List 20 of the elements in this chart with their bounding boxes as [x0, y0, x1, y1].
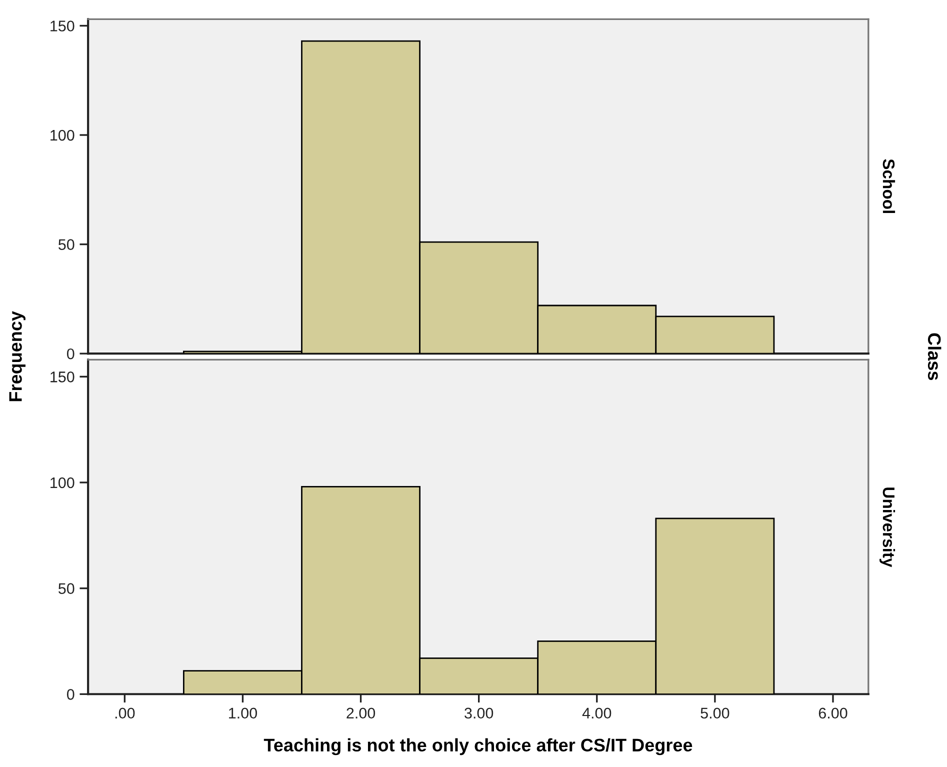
- x-axis-title: Teaching is not the only choice after CS/IT Degree: [264, 738, 692, 756]
- x-tick-label: 4.00: [582, 708, 612, 719]
- x-tick-label: .00: [115, 708, 135, 719]
- y-tick-label: 50: [58, 583, 74, 594]
- y-tick-label: 100: [50, 477, 74, 488]
- x-tick-label: 2.00: [346, 708, 376, 719]
- y-tick-label: 150: [50, 20, 74, 32]
- x-tick-label: 5.00: [700, 708, 730, 719]
- y-tick-label: 50: [58, 239, 74, 250]
- y-tick-label: 100: [50, 130, 74, 141]
- x-tick-label: 3.00: [464, 708, 494, 719]
- y-axis-title: Frequency: [9, 311, 26, 402]
- x-tick-label: 6.00: [818, 708, 848, 719]
- y-tick-label: 0: [66, 348, 74, 360]
- y-tick-label: 150: [50, 372, 74, 382]
- x-tick-label: 1.00: [229, 708, 257, 719]
- y-tick-label: 0: [66, 689, 74, 700]
- y2-axis-title: School: [882, 159, 896, 213]
- text: Class: [928, 333, 942, 380]
- y2-axis-title: University: [880, 488, 896, 568]
